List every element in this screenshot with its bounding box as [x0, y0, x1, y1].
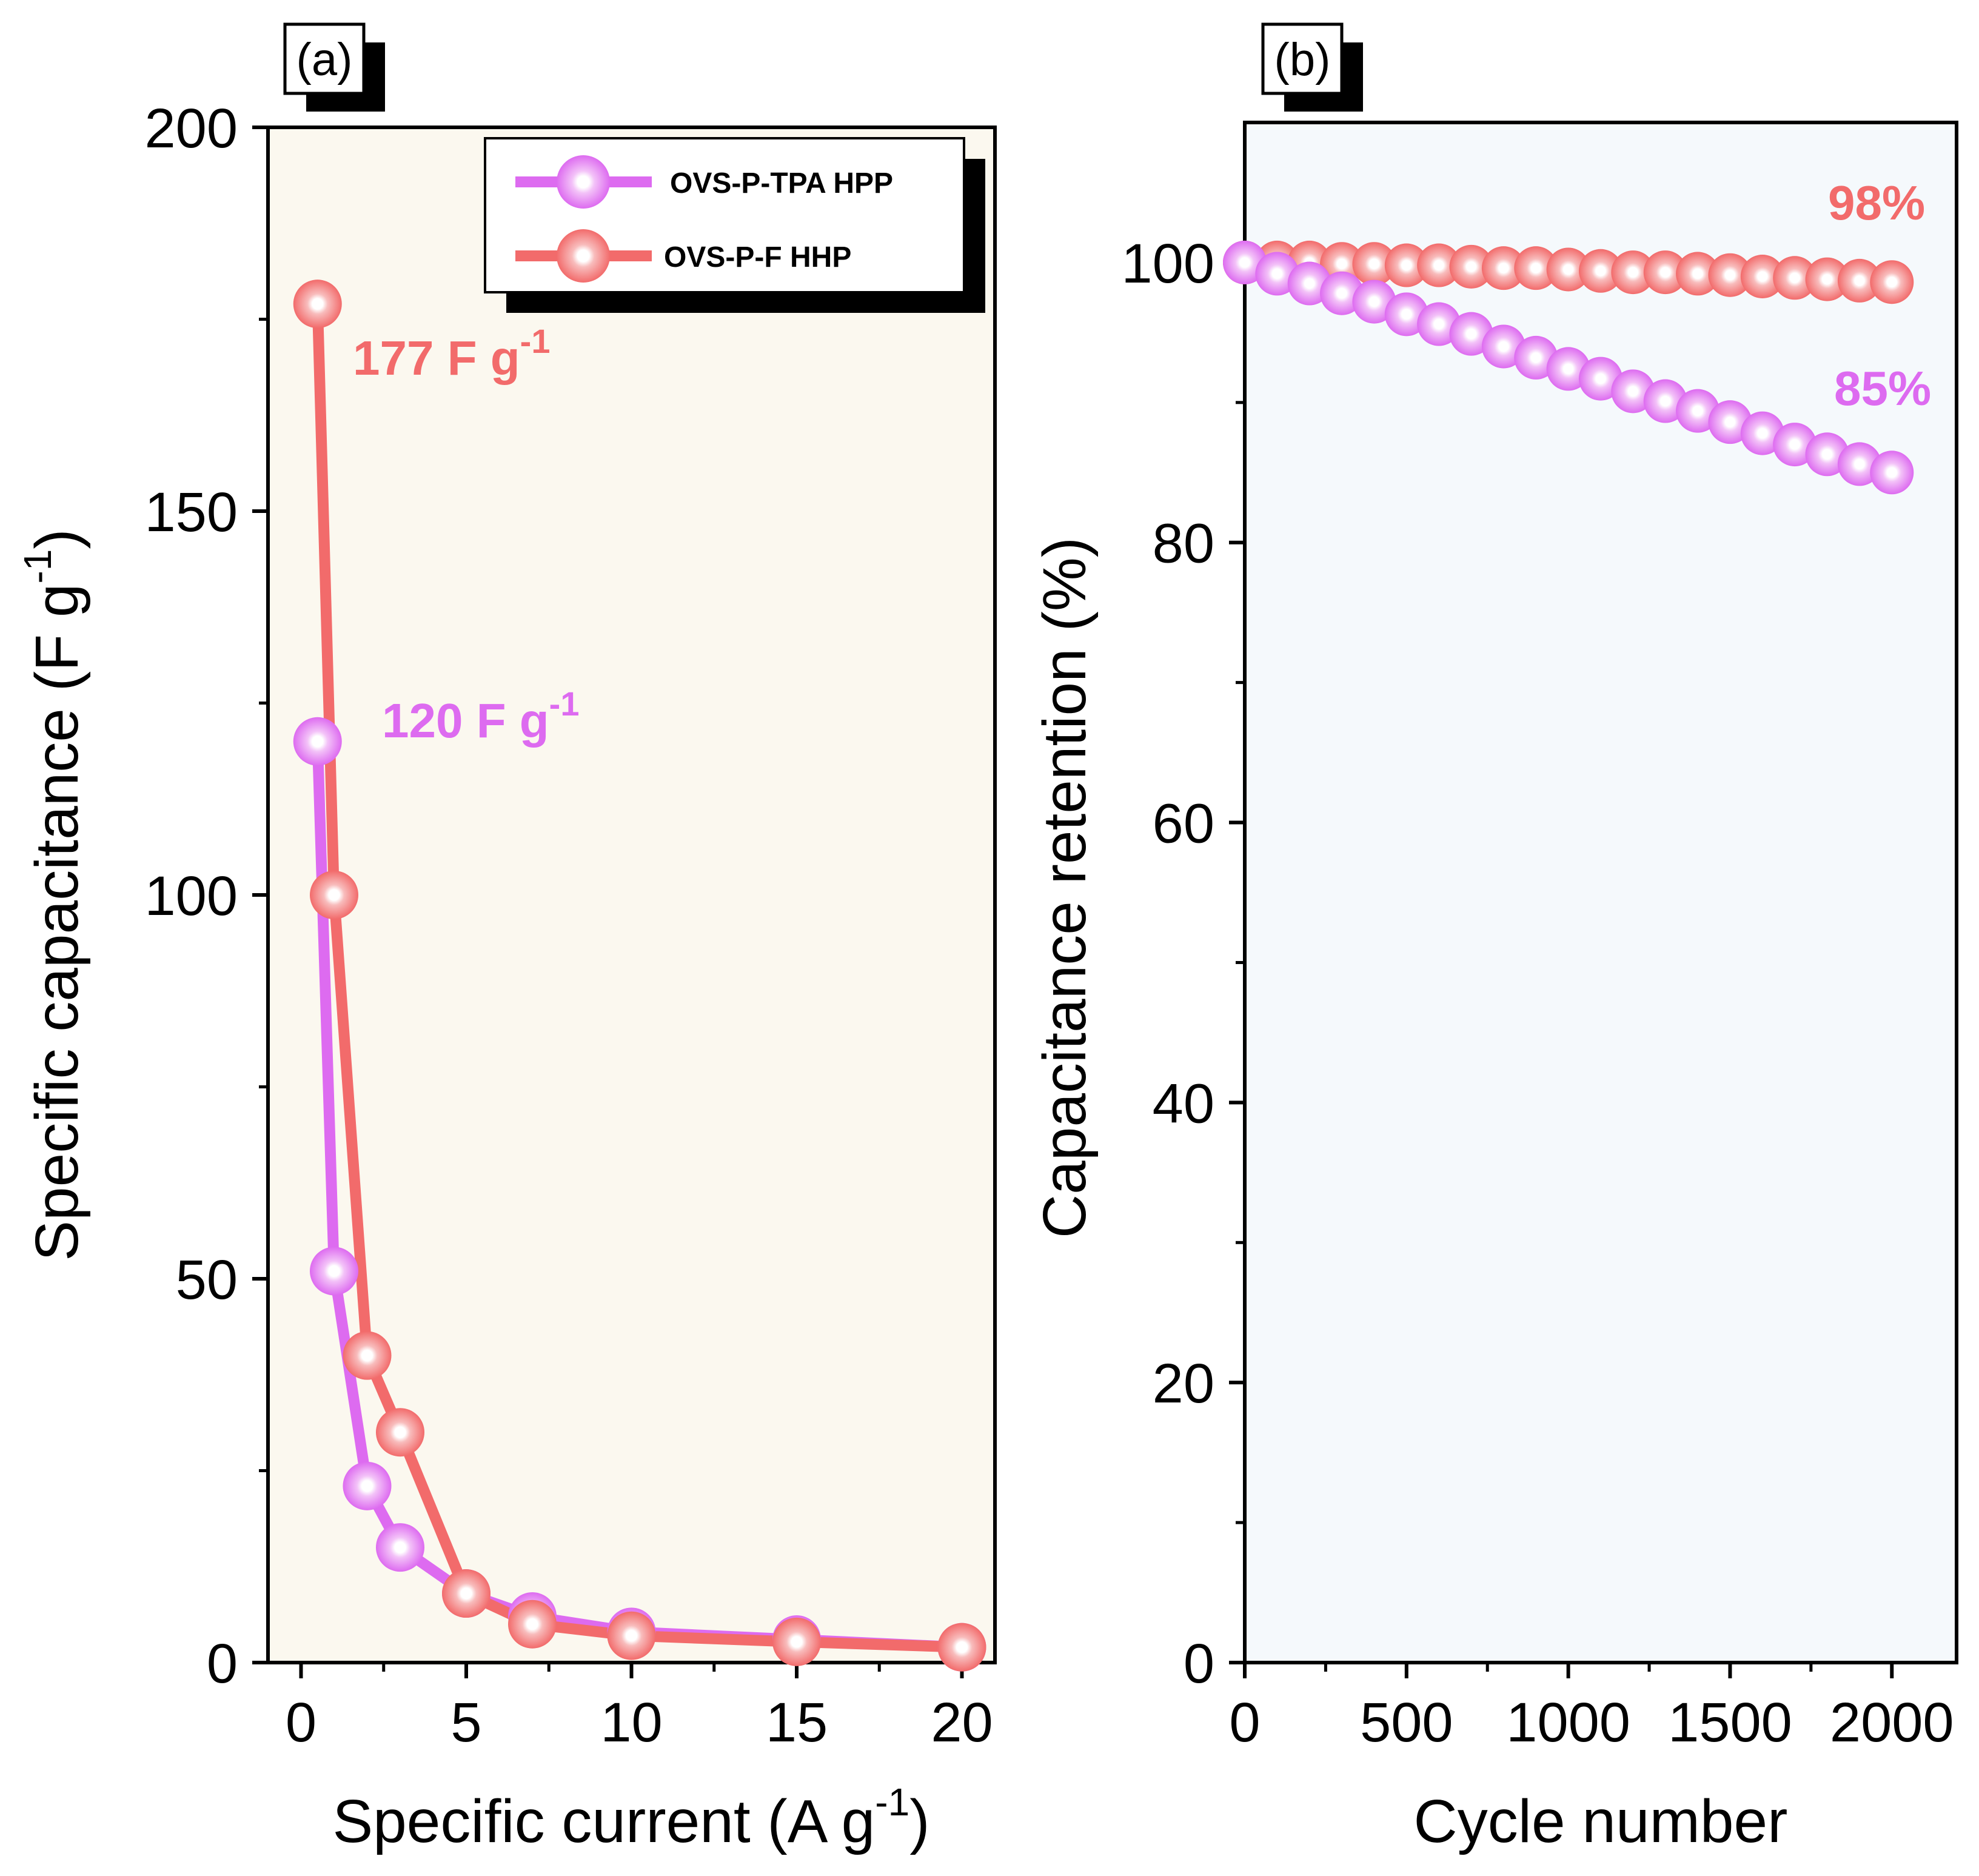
data-point [1449, 244, 1493, 289]
annotation-max-red: 177 F g-1 [353, 322, 550, 385]
y-axis-title-a: Specific capacitance (F g-1) [16, 529, 91, 1261]
data-point [1870, 451, 1914, 495]
panel-label-a: (a) [296, 34, 353, 85]
axis-ticks-b [1229, 260, 1894, 1678]
data-point [1773, 256, 1817, 300]
legend-label-tpa: OVS-P-TPA HPP [670, 167, 893, 199]
data-point [293, 280, 342, 329]
data-point [607, 1611, 656, 1660]
data-point [343, 1461, 392, 1510]
y-tick-label: 60 [1153, 793, 1214, 855]
x-tick-label: 1500 [1668, 1692, 1792, 1754]
x-tick-label: 0 [286, 1692, 316, 1754]
data-point [1579, 249, 1622, 293]
tick-labels-b: 0 500 1000 1500 2000 0 20 40 60 80 100 [1122, 233, 1954, 1754]
data-point [937, 1623, 986, 1672]
data-point [1481, 246, 1525, 290]
series-markers-a [293, 280, 986, 1672]
legend-marker-f [557, 229, 610, 283]
data-point [1417, 243, 1461, 287]
y-tick-label: 100 [145, 865, 238, 927]
data-point [310, 1247, 358, 1296]
data-point [1740, 255, 1784, 298]
y-tick-label: 150 [145, 481, 238, 543]
legend-a: OVS-P-TPA HPP OVS-P-F HHP [484, 137, 985, 313]
x-tick-label: 10 [600, 1692, 662, 1754]
x-tick-label: 500 [1360, 1692, 1453, 1754]
data-point [772, 1617, 821, 1666]
data-point [293, 717, 342, 766]
y-tick-label: 0 [207, 1633, 238, 1695]
data-point [376, 1408, 424, 1457]
y-tick-label: 200 [145, 98, 238, 159]
data-point [1546, 247, 1590, 292]
data-point [1352, 242, 1396, 286]
data-point [442, 1569, 491, 1618]
panel-label-a-box: (a) [283, 22, 385, 112]
panel-label-b-box: (b) [1261, 22, 1363, 112]
y-axis-title-b: Capacitance retention (%) [1031, 537, 1099, 1238]
plot-area-b [1243, 121, 1958, 1664]
annotation-retention-red: 98% [1828, 176, 1925, 230]
x-tick-label: 2000 [1830, 1692, 1954, 1754]
y-tick-label: 80 [1153, 513, 1214, 575]
x-axis-title-b: Cycle number [1414, 1787, 1788, 1855]
data-point [508, 1600, 557, 1649]
data-point [1837, 258, 1881, 303]
x-axis-title-a: Specific current (A g-1) [332, 1780, 929, 1855]
y-tick-label: 100 [1122, 233, 1215, 295]
data-point [1805, 257, 1849, 301]
y-tick-label: 40 [1153, 1073, 1214, 1134]
data-point [1708, 253, 1752, 297]
legend-marker-tpa [557, 155, 610, 209]
x-tick-label: 15 [766, 1692, 828, 1754]
y-tick-label: 50 [176, 1249, 238, 1311]
x-tick-label: 1000 [1506, 1692, 1630, 1754]
panel-b: 0 500 1000 1500 2000 0 20 40 60 80 100 (b) 98% 85%… [1031, 22, 1958, 1855]
data-point [310, 871, 358, 919]
data-point [1676, 252, 1720, 296]
panel-label-b: (b) [1274, 34, 1331, 85]
y-tick-label: 20 [1153, 1353, 1214, 1415]
data-point [1643, 250, 1687, 295]
x-tick-label: 20 [931, 1692, 993, 1754]
y-tick-label: 0 [1184, 1633, 1214, 1695]
series-markers-b [1223, 240, 1914, 495]
data-point [376, 1523, 424, 1572]
data-point [1384, 243, 1428, 287]
data-point [1514, 246, 1558, 290]
data-point [343, 1331, 392, 1380]
annotation-retention-purple: 85% [1834, 361, 1931, 415]
axis-ticks-a [252, 126, 964, 1678]
x-tick-label: 0 [1229, 1692, 1260, 1754]
annotation-max-purple: 120 F g-1 [382, 685, 579, 748]
data-point [1870, 260, 1914, 304]
legend-label-f: OVS-P-F HHP [664, 241, 851, 273]
data-point [1611, 250, 1655, 295]
x-tick-label: 5 [450, 1692, 481, 1754]
